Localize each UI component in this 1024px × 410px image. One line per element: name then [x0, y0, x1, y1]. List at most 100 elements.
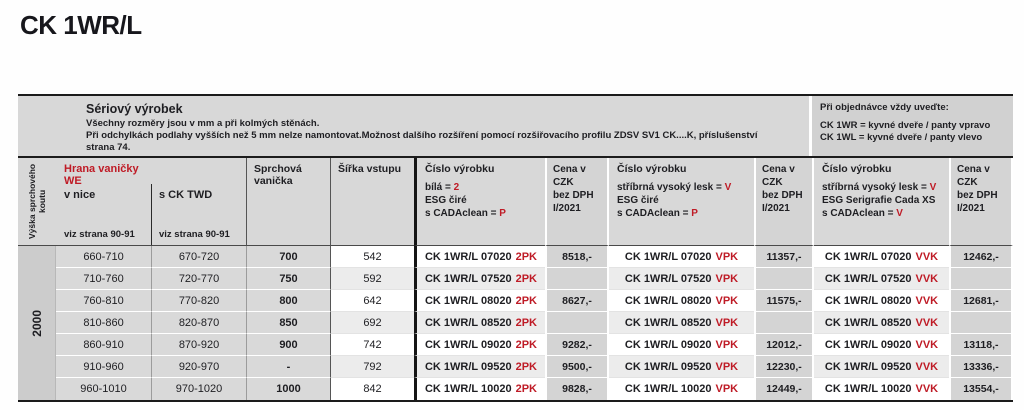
cell-price-serigrafie: 13118,-: [949, 334, 1013, 356]
product-code-base: CK 1WR/L 09020: [424, 338, 512, 351]
cell-price-silver: 12230,-: [754, 356, 814, 378]
cell-price-silver: 11575,-: [754, 290, 814, 312]
cell-price-white: 8627,-: [545, 290, 609, 312]
product-code-base: CK 1WR/L 07520: [624, 272, 712, 285]
order-note-line: CK 1WR = kyvné dveře / panty vpravo: [820, 120, 991, 131]
product-code-base: CK 1WR/L 07020: [824, 250, 912, 263]
product-code-base: CK 1WR/L 09520: [824, 360, 912, 373]
series-info-line: strana 74.: [86, 142, 131, 153]
column-header-product-no-silver: Číslo výrobku stříbrná vysoký lesk = V E…: [609, 158, 754, 246]
product-code-suffix: 2PK: [515, 316, 537, 329]
product-code-suffix: VVK: [915, 316, 939, 329]
cell-product-code-serigrafie: CK 1WR/L 07520 VVK: [814, 268, 949, 290]
color-code-line: bílá = 2: [425, 182, 460, 193]
cell-product-code-white: CK 1WR/L 07520 2PK: [414, 268, 545, 290]
cell-range-s-ck-twd: 870-920: [151, 334, 246, 356]
series-info-band: Sériový výrobek Všechny rozměry jsou v m…: [18, 96, 1013, 158]
v-nice-label: v nice: [64, 189, 96, 201]
cell-range-s-ck-twd: 720-770: [151, 268, 246, 290]
product-code-suffix: 2PK: [515, 272, 537, 285]
cell-price-serigrafie: 13554,-: [949, 378, 1013, 400]
product-no-label: Číslo výrobku: [822, 163, 892, 175]
product-code-suffix: VPK: [715, 383, 739, 395]
cell-product-code-silver: CK 1WR/L 09020 VPK: [609, 334, 754, 356]
cell-entry-width: 792: [330, 356, 414, 378]
product-code-suffix: VVK: [915, 294, 939, 307]
cell-price-silver: [754, 312, 814, 334]
product-code-base: CK 1WR/L 07520: [824, 272, 912, 285]
cell-entry-width: 592: [330, 268, 414, 290]
cell-range-v-nice: 910-960: [56, 356, 151, 378]
product-code-base: CK 1WR/L 07520: [424, 272, 512, 285]
series-info: Sériový výrobek Všechny rozměry jsou v m…: [18, 96, 757, 156]
product-code-suffix: VVK: [915, 360, 939, 373]
cell-product-code-serigrafie: CK 1WR/L 07020 VVK: [814, 246, 949, 268]
cell-range-v-nice: 960-1010: [56, 378, 151, 400]
cell-product-code-serigrafie: CK 1WR/L 08020 VVK: [814, 290, 949, 312]
column-header-product-no-white: Číslo výrobku bílá = 2 ESG čiré s CADAcl…: [414, 158, 545, 246]
cell-price-serigrafie: [949, 312, 1013, 334]
series-info-heading: Sériový výrobek: [86, 102, 183, 116]
cell-price-silver: 12012,-: [754, 334, 814, 356]
series-info-line: Při odchylkách podlahy vyšších než 5 mm …: [86, 130, 758, 141]
cell-product-code-white: CK 1WR/L 10020 2PK: [414, 378, 545, 400]
product-code-suffix: VPK: [715, 360, 739, 373]
column-header-v-nice: Hrana vaničky WE v nice viz strana 90-91: [56, 158, 151, 246]
cell-height-2000: 2000: [18, 246, 56, 400]
column-header-tray: Sprchová vanička: [246, 158, 330, 246]
cell-product-code-silver: CK 1WR/L 09520 VPK: [609, 356, 754, 378]
color-code-line: stříbrná vysoký lesk = V: [822, 182, 937, 193]
see-pages-label: viz strana 90-91: [64, 229, 135, 240]
product-code-base: CK 1WR/L 08520: [824, 316, 912, 329]
cell-range-v-nice: 860-910: [56, 334, 151, 356]
product-code-base: CK 1WR/L 10020: [624, 383, 712, 395]
cell-price-serigrafie: 12681,-: [949, 290, 1013, 312]
product-code-suffix: VVK: [915, 272, 939, 285]
product-code-base: CK 1WR/L 07020: [624, 250, 712, 263]
cell-price-white: 9500,-: [545, 356, 609, 378]
cell-price-white: [545, 312, 609, 334]
product-code-base: CK 1WR/L 08020: [624, 294, 712, 307]
cell-price-white: 8518,-: [545, 246, 609, 268]
color-code-line: stříbrná vysoký lesk = V: [617, 182, 732, 193]
series-info-line: Všechny rozměry jsou v mm a při kolmých …: [86, 118, 320, 129]
cell-price-white: [545, 268, 609, 290]
cell-product-code-serigrafie: CK 1WR/L 09020 VVK: [814, 334, 949, 356]
product-code-base: CK 1WR/L 10020: [424, 383, 512, 395]
order-note-line: CK 1WL = kyvné dveře / panty vlevo: [820, 132, 983, 143]
page-title: CK 1WR/L: [20, 10, 142, 40]
glass-line: ESG čiré: [425, 195, 467, 206]
cell-product-code-white: CK 1WR/L 09520 2PK: [414, 356, 545, 378]
cell-product-code-white: CK 1WR/L 08020 2PK: [414, 290, 545, 312]
product-code-suffix: VPK: [715, 294, 739, 307]
cell-range-s-ck-twd: 920-970: [151, 356, 246, 378]
see-pages-label: viz strana 90-91: [159, 229, 230, 240]
product-code-suffix: VPK: [715, 250, 739, 263]
product-no-label: Číslo výrobku: [617, 163, 687, 175]
cell-range-v-nice: 710-760: [56, 268, 151, 290]
product-code-base: CK 1WR/L 08520: [624, 316, 712, 329]
column-header-entry-width: Šířka vstupu: [330, 158, 414, 246]
edge-label-line2: WE: [64, 175, 82, 187]
cell-product-code-serigrafie: CK 1WR/L 09520 VVK: [814, 356, 949, 378]
cell-tray-width: 900: [246, 334, 330, 356]
cell-product-code-silver: CK 1WR/L 08520 VPK: [609, 312, 754, 334]
cell-price-white: 9828,-: [545, 378, 609, 400]
cell-price-silver: 11357,-: [754, 246, 814, 268]
product-code-suffix: VVK: [915, 250, 939, 263]
cell-range-s-ck-twd: 970-1020: [151, 378, 246, 400]
product-code-suffix: 2PK: [515, 250, 537, 263]
product-no-label: Číslo výrobku: [425, 163, 495, 175]
cell-entry-width: 542: [330, 246, 414, 268]
product-code-suffix: VPK: [715, 338, 739, 351]
cell-entry-width: 842: [330, 378, 414, 400]
cell-range-v-nice: 660-710: [56, 246, 151, 268]
cell-tray-width: -: [246, 356, 330, 378]
cell-product-code-silver: CK 1WR/L 07020 VPK: [609, 246, 754, 268]
column-header-height: Výška sprchového koutu: [18, 158, 56, 246]
product-code-suffix: VPK: [715, 316, 739, 329]
cell-entry-width: 692: [330, 312, 414, 334]
cell-range-v-nice: 760-810: [56, 290, 151, 312]
cell-range-s-ck-twd: 820-870: [151, 312, 246, 334]
product-code-suffix: VPK: [715, 272, 739, 285]
